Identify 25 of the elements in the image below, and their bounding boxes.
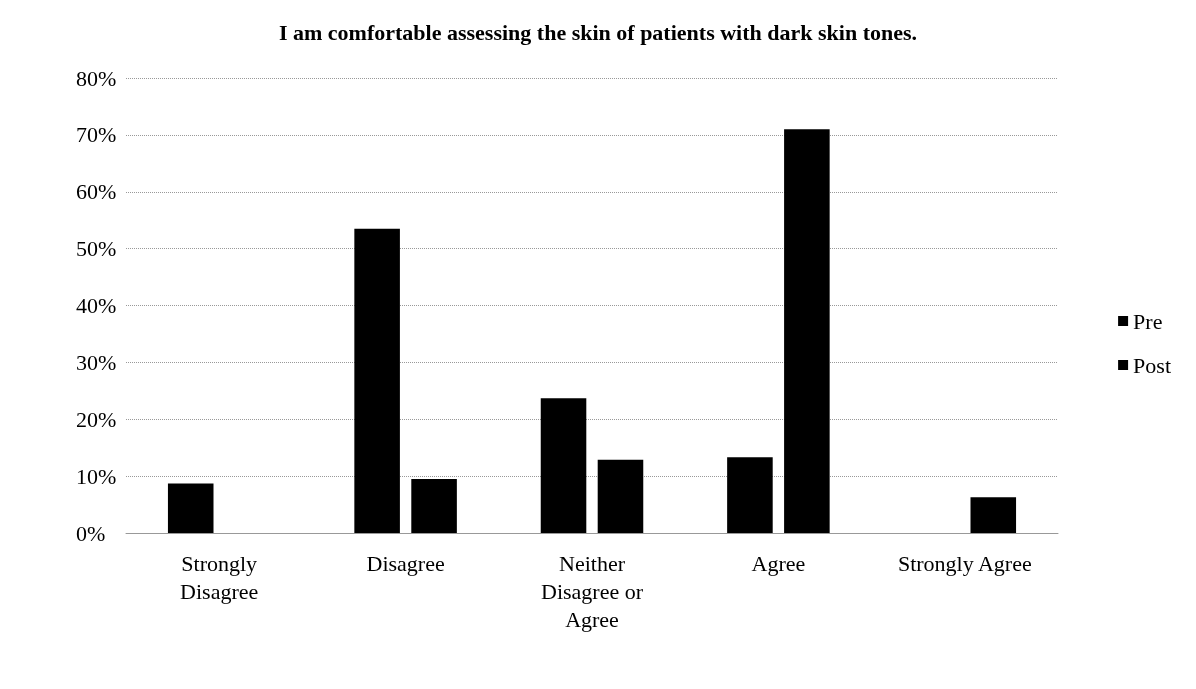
bar [411,478,457,533]
legend-label: Post [1133,352,1172,378]
bar [597,459,644,533]
x-tick-label: Strongly Disagree [180,550,259,604]
bar [727,457,773,533]
y-tick-label: 70% [76,122,117,148]
y-tick-label: 60% [76,179,117,205]
bar [354,228,400,533]
bar [540,398,587,533]
bar [167,483,214,533]
x-tick-label: Agree [751,550,806,576]
y-tick-label: 30% [76,349,117,375]
x-tick-label: Strongly Agree [897,550,1032,576]
chart-title: I am comfortable assessing the skin of patients with dark skin tones. [278,19,918,45]
legend-label: Pre [1133,308,1163,334]
y-tick-label: 80% [76,65,117,91]
y-tick-label: 10% [76,463,117,489]
y-tick-label: 20% [76,406,117,432]
bar [970,497,1017,533]
x-tick-label: Neither Disagree or Agree [540,550,644,632]
y-tick-label: 50% [76,236,117,262]
x-tick-label: Disagree [366,550,445,576]
bar [784,129,830,533]
y-tick-label: 40% [76,293,117,318]
y-tick-label: 0% [76,520,106,546]
